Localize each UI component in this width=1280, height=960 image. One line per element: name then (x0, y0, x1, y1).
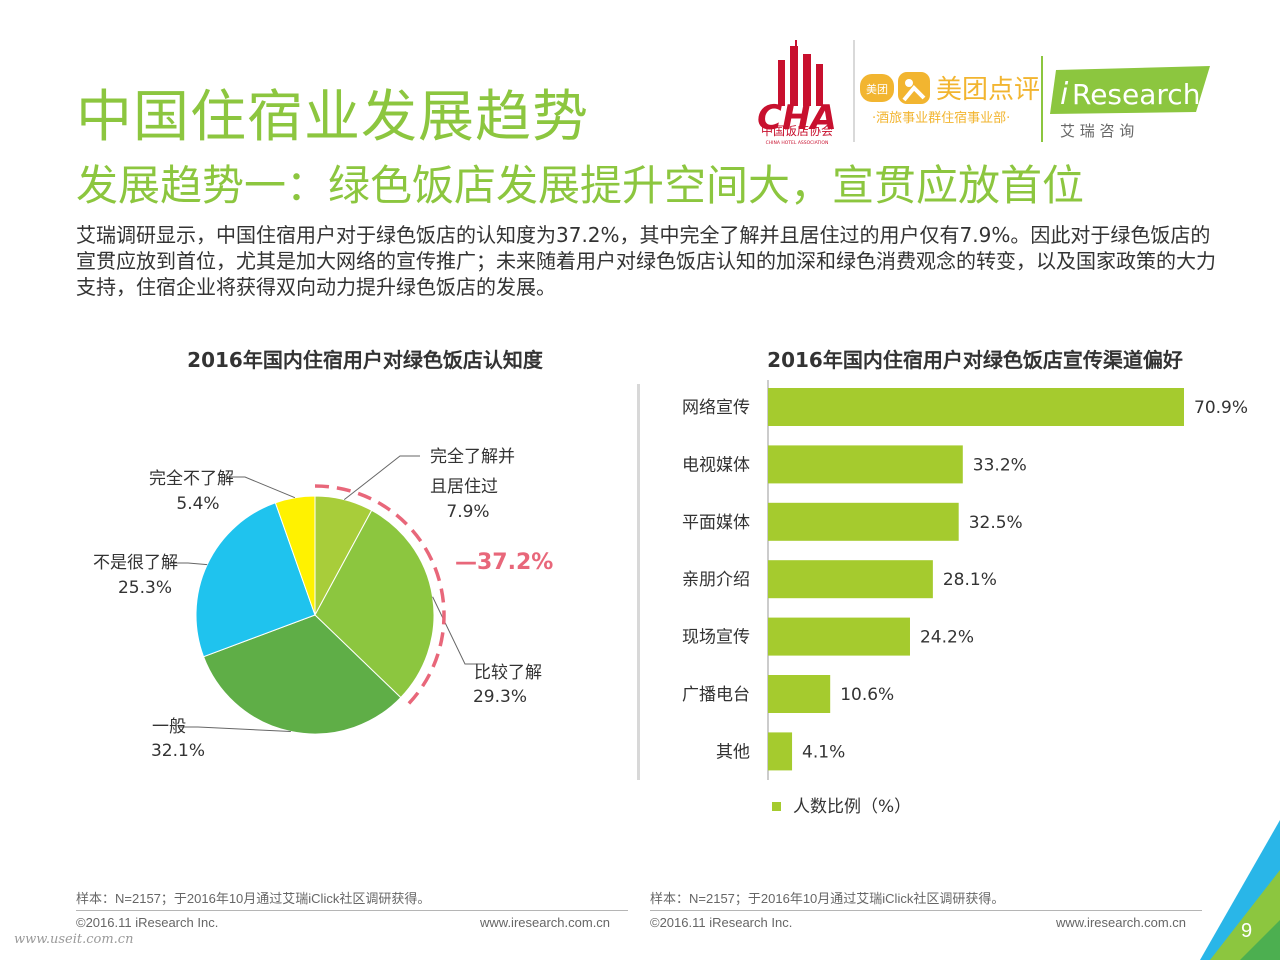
pie-value-label: 7.9% (446, 502, 489, 522)
bar-value-label: 4.1% (802, 742, 845, 762)
iresearch-cn: 艾 瑞 咨 询 (1060, 122, 1134, 140)
page-subtitle: 发展趋势一：绿色饭店发展提升空间大，宣贯应放首位 (76, 161, 1085, 210)
cha-letters: CHA (757, 98, 837, 138)
bar-value-label: 10.6% (840, 685, 894, 705)
legend-swatch (772, 802, 781, 811)
pie-slice (314, 509, 435, 699)
pie-value-label: 32.1% (151, 741, 205, 761)
bar-category-label: 其他 (716, 742, 750, 762)
page-number: 9 (1241, 920, 1253, 942)
footer-sample-left: 样本：N=2157；于2016年10月通过艾瑞iClick社区调研获得。 (76, 891, 431, 906)
bar-value-label: 70.9% (1194, 398, 1248, 418)
bar (768, 560, 933, 599)
channel-bar-chart: 网络宣传 70.9% 电视媒体 33.2% 平面媒体 32.5% 亲朋介绍 28.1% 现场宣传… (682, 380, 1248, 817)
bar (768, 502, 959, 541)
footer-url-left: www.iresearch.com.cn (480, 915, 611, 930)
footer-divider-left (76, 910, 628, 911)
footer-copyright-left: ©2016.11 iResearch Inc. (76, 915, 219, 930)
bar-category-label: 网络宣传 (682, 398, 750, 418)
cha-english: CHINA HOTEL ASSOCIATION (766, 140, 829, 146)
footer-url-right: www.iresearch.com.cn (1056, 915, 1187, 930)
pie-category-label: 一般 (152, 717, 186, 737)
corner-decoration (1200, 820, 1280, 960)
bar (768, 617, 910, 656)
pie-slice (195, 502, 316, 658)
intro-paragraph: 艾瑞调研显示，中国住宿用户对于绿色饭店的认知度为37.2%，其中完全了解并且居住… (76, 223, 1216, 299)
meituan-badge-icon (860, 74, 894, 102)
pie-value-label: 25.3% (118, 578, 172, 598)
pie-category-label: 且居住过 (430, 477, 498, 497)
iresearch-logo: i Research 艾 瑞 咨 询 (1050, 66, 1210, 140)
iresearch-i: i (1060, 77, 1069, 112)
page-title: 中国住宿业发展趋势 (76, 85, 589, 150)
bar (768, 732, 793, 771)
logo-divider (853, 40, 855, 142)
pie-leader-line (168, 562, 208, 566)
pie-leader-line (343, 455, 420, 501)
cha-name: 中国饭店协会 (761, 123, 833, 138)
pie-leader-line (432, 596, 485, 665)
pie-slice (202, 614, 402, 735)
footer-copyright-right: ©2016.11 iResearch Inc. (650, 915, 793, 930)
bar-value-label: 24.2% (920, 628, 974, 648)
pie-category-label: 完全不了解 (149, 469, 234, 489)
pie-chart-title: 2016年国内住宿用户对绿色饭店认知度 (187, 348, 543, 372)
bar-category-label: 亲朋介绍 (682, 570, 750, 590)
pie-category-label: 完全了解并 (430, 447, 515, 467)
meituan-logo: 美团 美团点评 ·酒旅事业群住宿事业部· (860, 72, 1040, 126)
pie-leader-line (225, 476, 296, 499)
logo-divider-2 (1041, 56, 1043, 142)
pie-slice (274, 495, 316, 616)
pie-highlight-label: —37.2% (455, 550, 553, 575)
watermark: www.useit.com.cn (14, 932, 134, 947)
pie-leader-line (178, 726, 291, 733)
footer-divider-right (650, 910, 1202, 911)
bar-category-label: 广播电台 (682, 685, 750, 705)
meituan-dept: ·酒旅事业群住宿事业部· (872, 110, 1010, 126)
footer-sample-right: 样本：N=2157；于2016年10月通过艾瑞iClick社区调研获得。 (650, 891, 1005, 906)
awareness-pie-chart: 完全了解并且居住过 7.9% 比较了解 29.3% 一般 32.1% 不是很了解 25.3% 完… (93, 447, 553, 761)
cha-logo: CHA 中国饭店协会 CHINA HOTEL ASSOCIATION (757, 40, 837, 146)
bar-value-label: 33.2% (973, 455, 1027, 475)
pie-category-label: 比较了解 (474, 663, 542, 683)
pie-value-label: 5.4% (176, 494, 219, 514)
chart-divider (637, 384, 640, 780)
legend-label: 人数比例（%） (793, 797, 911, 817)
bar (768, 675, 831, 713)
iresearch-banner-icon (1050, 66, 1210, 114)
iresearch-word: Research (1072, 78, 1200, 111)
meituan-badge: 美团 (866, 83, 888, 96)
bar-chart-title: 2016年国内住宿用户对绿色饭店宣传渠道偏好 (767, 348, 1183, 372)
logo-strip: CHA 中国饭店协会 CHINA HOTEL ASSOCIATION 美团 美团… (757, 40, 1210, 146)
bar (768, 445, 963, 484)
bar-value-label: 28.1% (943, 570, 997, 590)
meituan-brand: 美团点评 (936, 75, 1040, 105)
bar-category-label: 平面媒体 (682, 513, 750, 533)
bar-value-label: 32.5% (969, 513, 1023, 533)
bar-category-label: 电视媒体 (682, 455, 750, 475)
bar-category-label: 现场宣传 (682, 628, 750, 648)
bar (768, 388, 1184, 426)
pie-category-label: 不是很了解 (93, 553, 178, 573)
pie-value-label: 29.3% (473, 687, 527, 707)
